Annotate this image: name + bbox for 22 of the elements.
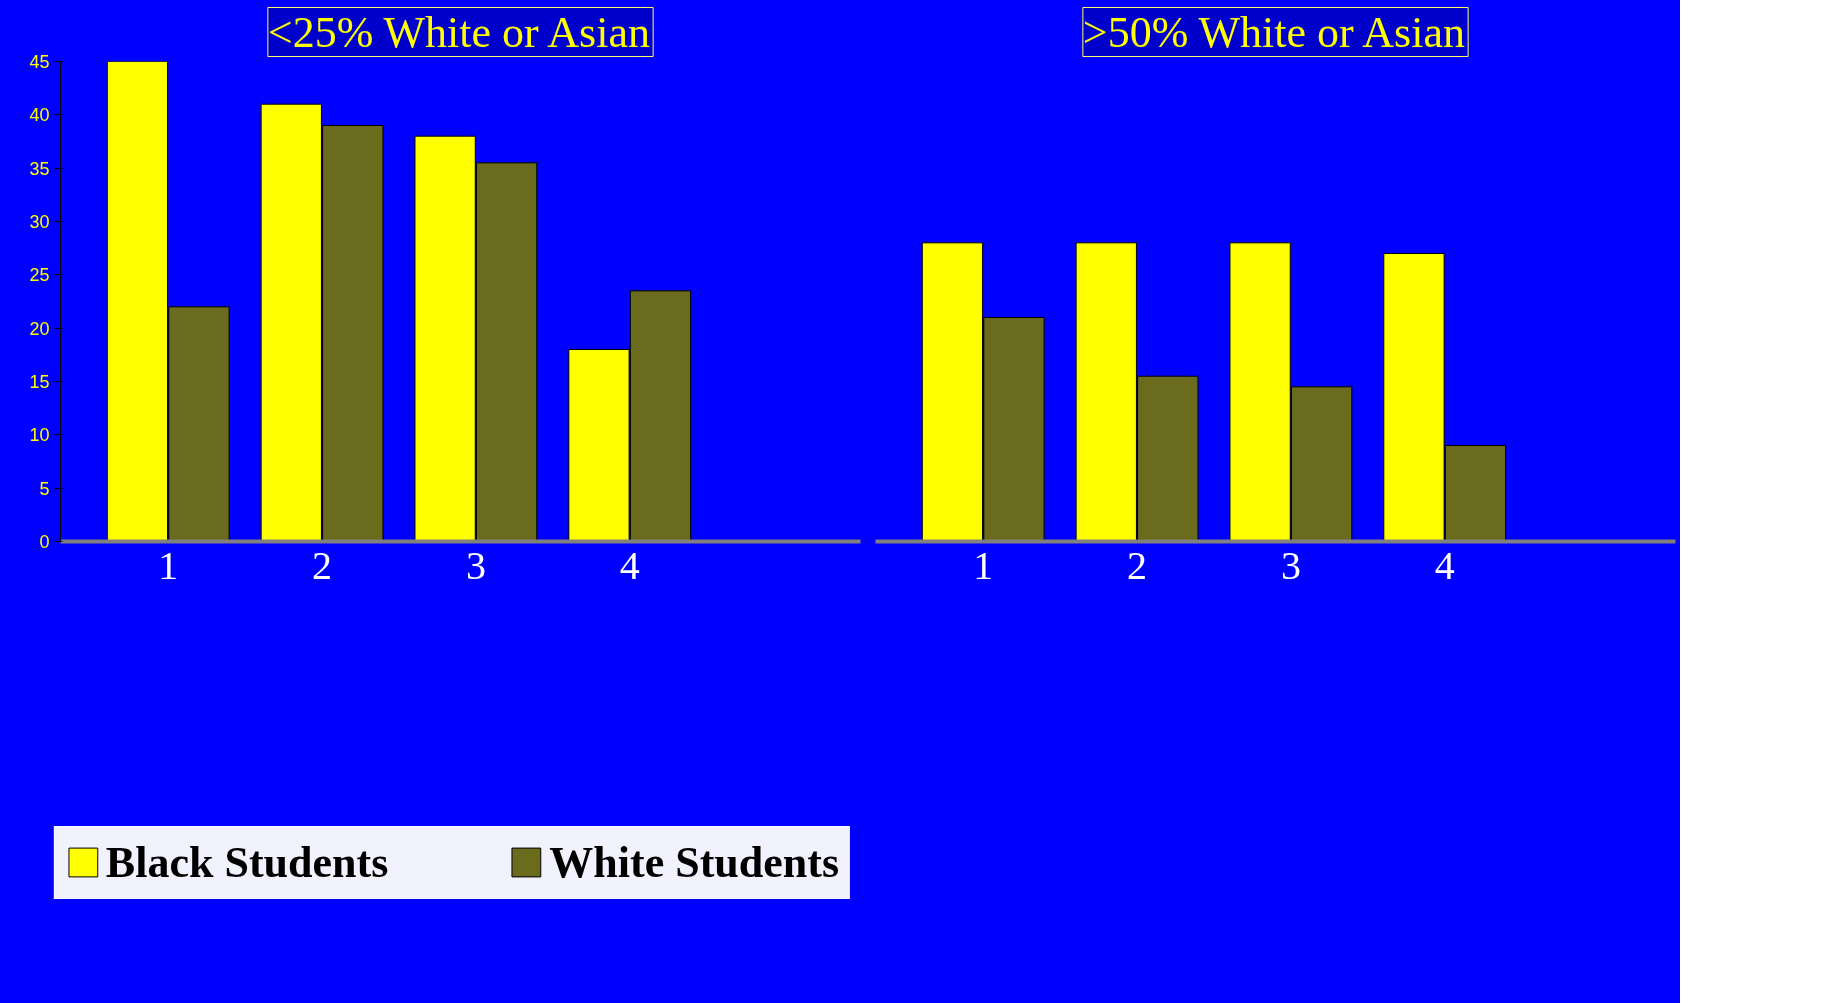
y-tick-label: 0 bbox=[39, 532, 50, 552]
x-tick-label: 4 bbox=[1434, 542, 1455, 588]
y-tick-label: 40 bbox=[29, 105, 50, 126]
x-tick-label: 2 bbox=[1127, 542, 1148, 588]
y-tick-label: 20 bbox=[29, 318, 50, 339]
y-tick-label: 5 bbox=[39, 478, 50, 499]
x-tick-label: 3 bbox=[465, 542, 486, 588]
x-tick-label: 4 bbox=[619, 542, 640, 588]
x-tick-label: 2 bbox=[312, 542, 333, 588]
legend-label: Black Students bbox=[105, 836, 389, 888]
y-tick-label: 15 bbox=[29, 372, 50, 392]
x-tick-label: 3 bbox=[1280, 542, 1301, 588]
y-tick-label: 25 bbox=[29, 265, 50, 286]
chart-title: >50% White or Asian bbox=[1082, 7, 1465, 57]
chart-title: <25% White or Asian bbox=[267, 7, 650, 57]
x-tick-label: 1 bbox=[158, 542, 179, 588]
y-tick-label: 30 bbox=[29, 212, 50, 232]
legend-label: White Students bbox=[549, 836, 839, 888]
y-tick-label: 10 bbox=[29, 425, 50, 446]
x-tick-label: 1 bbox=[973, 542, 994, 588]
y-tick-label: 35 bbox=[29, 158, 50, 179]
y-tick-label: 45 bbox=[29, 52, 50, 72]
